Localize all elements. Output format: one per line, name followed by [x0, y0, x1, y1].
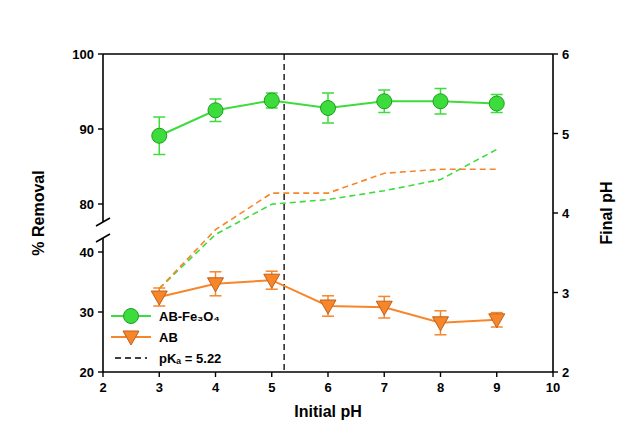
y-axis-upper	[102, 54, 104, 222]
error-cap	[378, 89, 390, 91]
marker	[321, 101, 336, 116]
marker	[208, 278, 224, 292]
y-tick-label: 100	[72, 47, 94, 62]
error-cap	[153, 154, 165, 156]
error-cap	[322, 315, 334, 317]
y-tick-label: 30	[80, 305, 94, 320]
x-tick	[271, 372, 272, 377]
y2-tick-label: 2	[562, 365, 569, 380]
y2-tick	[553, 292, 558, 293]
marker	[208, 103, 223, 118]
y2-tick-label: 3	[562, 286, 569, 301]
axis-break	[96, 218, 110, 226]
error-cap	[322, 122, 334, 124]
marker	[264, 93, 279, 108]
series-line	[159, 169, 497, 288]
legend-marker	[123, 331, 139, 345]
error-cap	[435, 310, 447, 312]
y2-tick-label: 6	[562, 47, 569, 62]
y2-axis-label: Final pH	[598, 181, 615, 244]
error-cap	[378, 296, 390, 298]
x-tick	[552, 372, 553, 377]
error-cap	[491, 94, 503, 96]
x-tick-label: 9	[493, 380, 500, 395]
y2-tick	[553, 133, 558, 134]
x-tick	[327, 372, 328, 377]
x-axis-label: Initial pH	[294, 403, 362, 420]
x-tick	[102, 372, 103, 377]
legend-label: pKₐ = 5.22	[159, 351, 221, 366]
marker	[376, 301, 392, 315]
series-line	[159, 149, 497, 288]
y-tick	[98, 251, 103, 252]
legend-label: AB-Fe₃O₄	[159, 309, 220, 324]
error-cap	[210, 295, 222, 297]
axis-break	[96, 234, 110, 242]
y-tick	[98, 311, 103, 312]
marker	[433, 94, 448, 109]
legend: AB-Fe₃O₄ AB pKₐ = 5.22	[111, 309, 221, 367]
error-cap	[435, 334, 447, 336]
x-tick	[496, 372, 497, 377]
x-tick-label: 10	[546, 380, 560, 395]
y-axis-lower	[102, 238, 104, 372]
y2-tick	[553, 53, 558, 54]
y-axis-label: % Removal	[30, 170, 47, 255]
y-tick-label: 80	[80, 197, 94, 212]
marker	[152, 128, 167, 143]
legend-label: AB	[159, 330, 178, 345]
y-tick	[98, 203, 103, 204]
error-cap	[210, 98, 222, 100]
y-tick	[98, 128, 103, 129]
y2-tick	[553, 371, 558, 372]
legend-line	[115, 357, 147, 358]
error-cap	[153, 116, 165, 118]
error-cap	[322, 92, 334, 94]
x-tick	[440, 372, 441, 377]
error-cap	[266, 270, 278, 272]
x-tick-label: 8	[437, 380, 444, 395]
chart: 2 3 4 5 6 7 8 9 10 20 30 40 80 90 100 2 3 4 5 6 Initial pH % …	[0, 0, 622, 433]
error-cap	[378, 112, 390, 114]
x-tick-label: 5	[268, 380, 275, 395]
y-tick-label: 20	[80, 365, 94, 380]
x-tick	[215, 372, 216, 377]
y-tick-label: 90	[80, 122, 94, 137]
error-cap	[153, 287, 165, 289]
error-cap	[491, 112, 503, 114]
x-tick-label: 6	[324, 380, 331, 395]
error-cap	[378, 317, 390, 319]
y-tick	[98, 53, 103, 54]
error-cap	[322, 295, 334, 297]
x-tick-label: 3	[156, 380, 163, 395]
y-tick-label: 40	[80, 245, 94, 260]
error-cap	[491, 312, 503, 314]
frame-top	[103, 53, 553, 55]
y2-tick-label: 5	[562, 127, 569, 142]
x-tick-label: 4	[212, 380, 220, 395]
marker	[377, 94, 392, 109]
legend-marker	[124, 309, 139, 324]
marker	[433, 317, 449, 331]
y2-tick-label: 4	[562, 206, 570, 221]
marker	[489, 314, 505, 328]
error-cap	[210, 121, 222, 123]
error-cap	[210, 271, 222, 273]
y-tick	[98, 371, 103, 372]
error-cap	[435, 113, 447, 115]
error-cap	[435, 88, 447, 90]
marker	[320, 300, 336, 314]
x-tick-label: 2	[99, 380, 106, 395]
marker	[151, 291, 167, 305]
marker	[264, 274, 280, 288]
plot-area	[151, 54, 505, 372]
x-tick-label: 7	[381, 380, 388, 395]
axes: 2 3 4 5 6 7 8 9 10 20 30 40 80 90 100 2 3 4 5 6	[72, 47, 570, 395]
x-tick	[159, 372, 160, 377]
background	[0, 0, 622, 433]
y2-tick	[553, 212, 558, 213]
x-tick	[384, 372, 385, 377]
marker	[489, 96, 504, 111]
